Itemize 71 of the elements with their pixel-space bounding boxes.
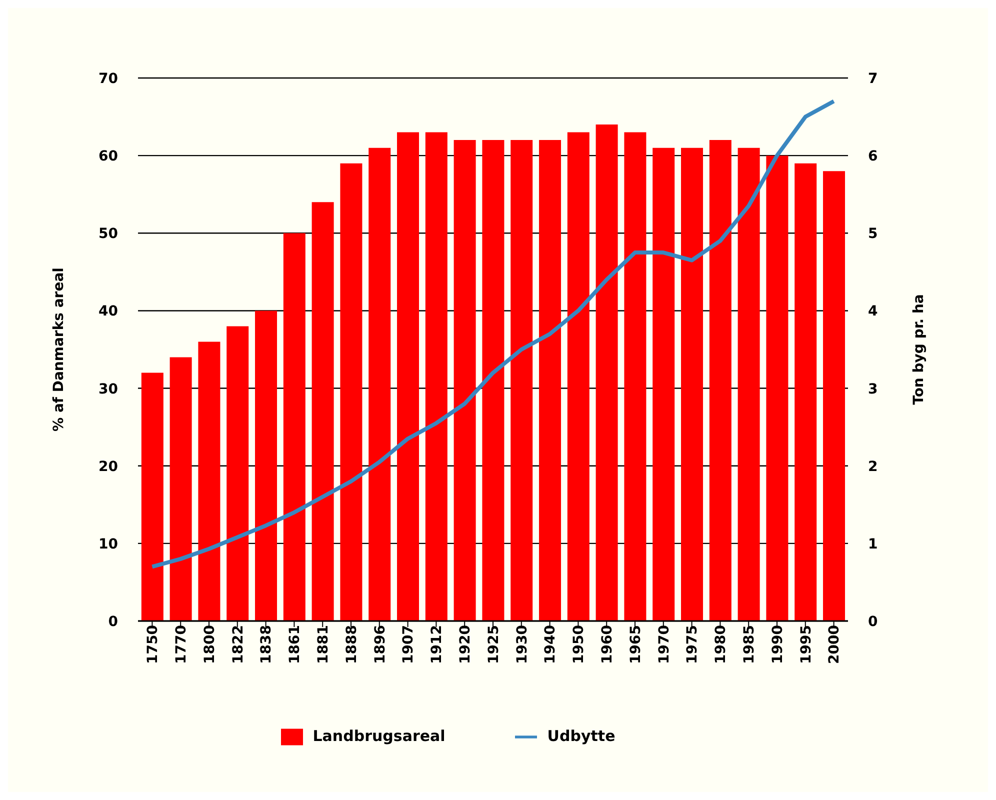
bar	[283, 233, 306, 621]
x-tick-label: 1975	[684, 625, 701, 664]
y-tick-label: 40	[98, 304, 118, 320]
x-tick-label: 1896	[372, 625, 388, 664]
y-tick-label: 60	[98, 148, 118, 165]
x-tick-label: 1770	[174, 624, 190, 664]
x-tick-label: 1990	[770, 624, 786, 664]
y2-tick-label: 0	[868, 614, 878, 630]
x-tick-label: 1920	[458, 624, 474, 664]
bar	[340, 163, 362, 621]
x-tick-label: 1888	[344, 625, 360, 664]
y2-tick-label: 6	[868, 148, 878, 165]
x-tick-label: 1925	[486, 625, 502, 664]
y2-tick-label: 7	[868, 70, 878, 87]
y-tick-label: 0	[108, 614, 118, 630]
x-tick-label: 1980	[713, 624, 730, 664]
x-tick-label: 1930	[514, 624, 530, 664]
bar	[255, 310, 278, 621]
y2-tick-label: 3	[868, 381, 878, 398]
x-tick-label: 1838	[258, 625, 275, 664]
x-tick-label: 1985	[742, 625, 758, 664]
x-tick-label: 1881	[316, 625, 332, 664]
y2-tick-label: 2	[868, 458, 878, 475]
y2-tick-label: 4	[868, 304, 878, 320]
legend-label: Landbrugsareal	[312, 727, 446, 746]
bar	[170, 357, 192, 621]
y2-axis-title: Ton byg pr. ha	[910, 294, 927, 405]
x-tick-label: 1861	[287, 625, 304, 664]
x-tick-label: 1907	[400, 625, 417, 664]
x-tick-label: 1970	[656, 624, 672, 664]
bar	[141, 372, 164, 621]
line-series	[150, 99, 836, 569]
bar	[766, 156, 788, 621]
x-tick-label: 1965	[628, 625, 644, 664]
bar	[624, 132, 646, 621]
bar	[681, 148, 704, 621]
x-tick-label: 1912	[429, 625, 446, 664]
bar	[482, 140, 504, 621]
bar	[794, 163, 817, 621]
y-tick-label: 50	[98, 226, 118, 242]
bar	[198, 342, 220, 621]
bar	[425, 132, 448, 621]
bar	[539, 140, 562, 621]
y2-tick-label: 1	[868, 536, 878, 552]
bar	[368, 148, 391, 621]
y-tick-label: 30	[98, 381, 118, 398]
y2-tick-label: 5	[868, 226, 878, 242]
bar	[652, 148, 675, 621]
bar	[709, 140, 732, 621]
bar	[567, 132, 590, 621]
bar	[312, 202, 334, 621]
x-tick-label: 1950	[571, 624, 588, 664]
y-tick-label: 10	[98, 536, 118, 552]
bar	[738, 148, 760, 621]
bar	[596, 124, 618, 621]
y-tick-label: 70	[98, 70, 118, 87]
bar	[510, 140, 533, 621]
x-tick-label: 1995	[798, 625, 814, 664]
x-tick-label: 1822	[230, 625, 246, 664]
x-tick-label: 2000	[826, 624, 843, 664]
bar	[397, 132, 420, 621]
bar	[823, 171, 846, 621]
x-tick-label: 1940	[542, 624, 559, 664]
legend-label: Udbytte	[547, 727, 616, 746]
bar	[226, 326, 249, 621]
y-axis-title: % af Danmarks areal	[50, 268, 67, 432]
x-tick-label: 1800	[202, 624, 218, 664]
x-tick-label: 1960	[600, 624, 616, 664]
bar	[454, 140, 476, 621]
y-tick-label: 20	[98, 458, 118, 475]
x-tick-label: 1750	[145, 624, 162, 664]
